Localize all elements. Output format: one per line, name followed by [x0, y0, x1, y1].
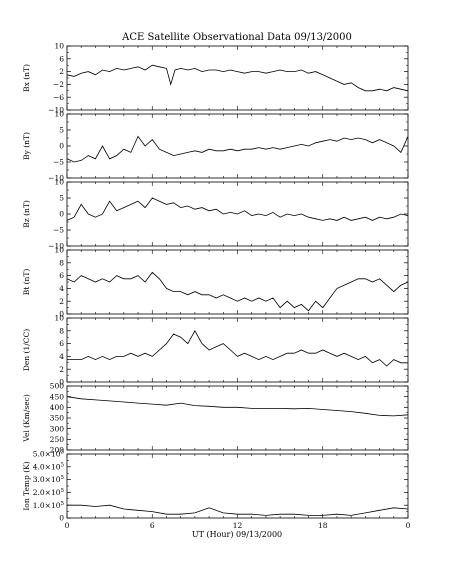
- y-axis-label: By (nT): [22, 132, 31, 160]
- panel-frame: [66, 317, 409, 383]
- y-tick-label: 2: [59, 67, 64, 76]
- y-tick-label: 4: [59, 352, 64, 361]
- y-tick-label: −2: [53, 80, 64, 89]
- y-tick-label: −10: [48, 106, 64, 115]
- y-axis-label: Den (1/CC): [22, 329, 31, 371]
- x-axis-label: UT (Hour) 09/13/2000: [192, 530, 282, 539]
- series-line: [66, 135, 409, 163]
- y-tick-label: 10: [54, 314, 64, 323]
- y-tick-label: 0: [59, 310, 64, 319]
- y-tick-label: −5: [53, 158, 64, 167]
- y-tick-label: 4: [59, 284, 64, 293]
- y-axis-label: Ion Temp (K): [22, 461, 31, 510]
- y-tick-label: 6: [59, 271, 64, 280]
- y-tick-label: 350: [50, 414, 65, 423]
- y-axis-label: Bt (nT): [22, 269, 31, 296]
- y-axis-label: Bx (nT): [22, 64, 31, 92]
- panel-4: 10 8 6 4 2 0 Bt (nT): [22, 246, 409, 319]
- y-tick-label: 400: [50, 403, 65, 412]
- y-tick-label: 0: [59, 514, 64, 523]
- panel-frame: [66, 113, 409, 179]
- panel-5: 10 8 6 4 2 0 Den (1/CC): [22, 314, 409, 387]
- y-tick-label: 2.0×105: [33, 488, 65, 497]
- panel-frame: [66, 453, 409, 519]
- x-tick-label: 12: [233, 521, 243, 530]
- series-line: [66, 396, 409, 417]
- series-line: [66, 271, 409, 312]
- y-tick-label: 6: [59, 339, 64, 348]
- panel-2: 10 5 0 −5 −10 By (nT): [22, 110, 409, 183]
- y-tick-label: −10: [48, 242, 64, 251]
- y-tick-label: 6: [59, 54, 64, 63]
- y-tick-label: 8: [59, 258, 64, 267]
- panel-7: 5.0×105 4.0×105 3.0×105 2.0×105 1.0×105 0 Ion …: [22, 450, 409, 523]
- x-tick-label: 6: [150, 521, 155, 530]
- y-tick-label: 300: [50, 424, 65, 433]
- y-tick-label: 2: [59, 297, 64, 306]
- x-tick-label: 18: [318, 521, 328, 530]
- series-line: [67, 329, 408, 367]
- panels-group: 10 6 2 −2 −6 −10 Bx (nT) 10 5 0 −5 −10 By (nT) 10 5 0 −5…: [22, 42, 411, 530]
- y-tick-label: 5: [59, 126, 64, 135]
- series-line: [66, 64, 409, 92]
- y-tick-label: 0: [59, 142, 64, 151]
- y-tick-label: 500: [50, 382, 65, 391]
- y-axis-label: Vel (Km/sec): [22, 394, 31, 443]
- y-tick-label: 10: [54, 246, 64, 255]
- panel-frame: [66, 385, 409, 451]
- panel-3: 10 5 0 −5 −10 Bz (nT): [22, 178, 409, 251]
- y-tick-label: 0: [59, 378, 64, 387]
- y-tick-label: −10: [48, 174, 64, 183]
- y-tick-label: −5: [53, 226, 64, 235]
- x-tick-label: 0: [65, 521, 70, 530]
- y-tick-label: 250: [50, 435, 65, 444]
- y-tick-label: −6: [53, 93, 64, 102]
- y-tick-label: 0: [59, 210, 64, 219]
- y-tick-label: 10: [54, 110, 64, 119]
- y-tick-label: 200: [50, 446, 65, 455]
- y-tick-label: 10: [54, 42, 64, 51]
- y-tick-label: 4.0×105: [33, 462, 65, 471]
- y-tick-label: 450: [50, 392, 65, 401]
- panel-frame: [66, 45, 409, 111]
- y-tick-label: 2: [59, 365, 64, 374]
- y-tick-label: 8: [59, 326, 64, 335]
- y-tick-label: 1.0×105: [33, 501, 65, 510]
- y-tick-label: 5.0×105: [33, 450, 65, 459]
- y-tick-label: 5: [59, 194, 64, 203]
- series-line: [67, 504, 409, 516]
- panel-1: 10 6 2 −2 −6 −10 Bx (nT): [22, 42, 409, 115]
- y-tick-label: 3.0×105: [33, 475, 65, 484]
- chart-title: ACE Satellite Observational Data 09/13/2…: [121, 32, 352, 43]
- y-tick-label: 10: [54, 178, 64, 187]
- y-axis-label: Bz (nT): [22, 200, 31, 228]
- series-line: [66, 197, 409, 221]
- x-tick-label: 0: [406, 521, 411, 530]
- panel-frame: [66, 249, 409, 315]
